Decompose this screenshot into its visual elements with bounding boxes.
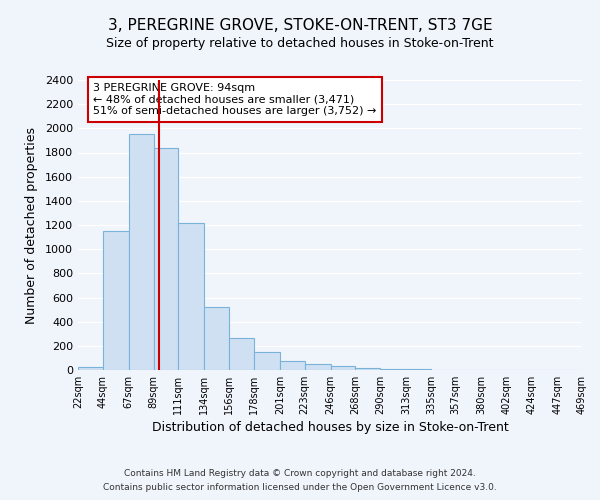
Bar xyxy=(331,366,355,370)
Bar xyxy=(229,338,254,370)
X-axis label: Distribution of detached houses by size in Stoke-on-Trent: Distribution of detached houses by size … xyxy=(152,421,508,434)
Bar xyxy=(78,367,103,370)
Bar xyxy=(129,134,154,370)
Bar xyxy=(305,364,331,370)
Text: Size of property relative to detached houses in Stoke-on-Trent: Size of property relative to detached ho… xyxy=(106,38,494,51)
Bar xyxy=(103,231,129,370)
Bar xyxy=(254,352,280,370)
Bar xyxy=(204,307,229,370)
Text: 3 PEREGRINE GROVE: 94sqm
← 48% of detached houses are smaller (3,471)
51% of sem: 3 PEREGRINE GROVE: 94sqm ← 48% of detach… xyxy=(93,83,376,116)
Y-axis label: Number of detached properties: Number of detached properties xyxy=(25,126,38,324)
Bar xyxy=(280,361,305,370)
Bar xyxy=(178,222,204,370)
Bar xyxy=(380,369,406,370)
Text: Contains public sector information licensed under the Open Government Licence v3: Contains public sector information licen… xyxy=(103,484,497,492)
Text: Contains HM Land Registry data © Crown copyright and database right 2024.: Contains HM Land Registry data © Crown c… xyxy=(124,468,476,477)
Bar xyxy=(154,148,178,370)
Bar xyxy=(355,368,380,370)
Text: 3, PEREGRINE GROVE, STOKE-ON-TRENT, ST3 7GE: 3, PEREGRINE GROVE, STOKE-ON-TRENT, ST3 … xyxy=(107,18,493,32)
